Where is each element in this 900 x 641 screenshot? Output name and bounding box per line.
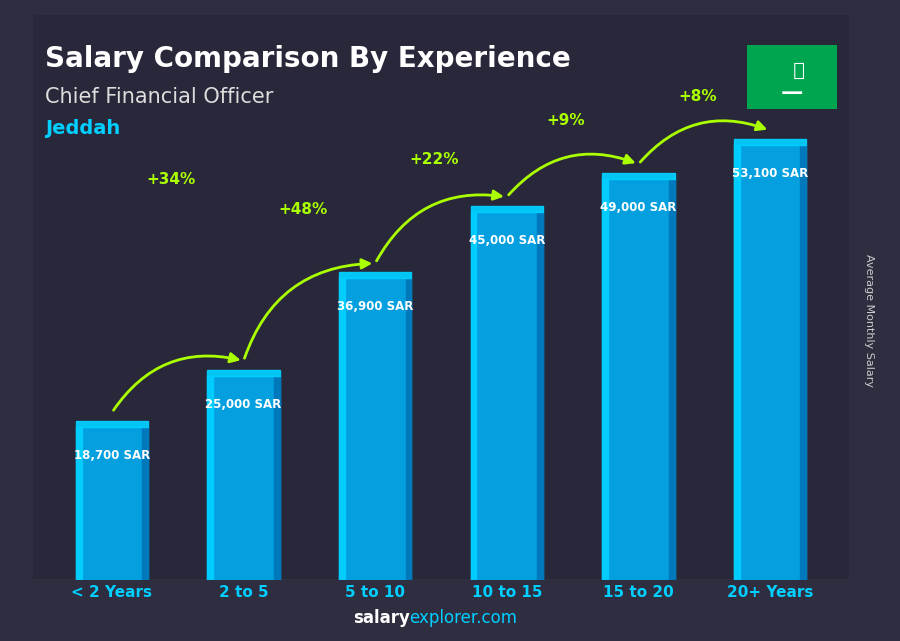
- Text: ⠀🌿: ⠀🌿: [779, 61, 805, 80]
- Bar: [76, 428, 148, 581]
- Text: 36,900 SAR: 36,900 SAR: [337, 300, 413, 313]
- Bar: [207, 376, 213, 581]
- Bar: [471, 212, 476, 581]
- Bar: [142, 428, 148, 581]
- Bar: [602, 179, 675, 581]
- Bar: [602, 179, 608, 581]
- Bar: [734, 146, 806, 581]
- Text: +9%: +9%: [546, 113, 585, 128]
- Bar: [406, 278, 411, 581]
- Text: 25,000 SAR: 25,000 SAR: [205, 397, 282, 411]
- Text: 49,000 SAR: 49,000 SAR: [600, 201, 677, 214]
- Bar: [734, 146, 740, 581]
- Bar: [602, 173, 675, 179]
- Bar: [207, 376, 280, 581]
- Text: +48%: +48%: [278, 202, 328, 217]
- Bar: [207, 370, 280, 376]
- Bar: [339, 278, 345, 581]
- Text: +8%: +8%: [679, 88, 717, 103]
- Bar: [76, 421, 148, 428]
- Bar: [734, 139, 806, 146]
- Text: salary: salary: [353, 609, 410, 627]
- Bar: [339, 278, 411, 581]
- Text: 53,100 SAR: 53,100 SAR: [732, 167, 808, 180]
- Text: Chief Financial Officer: Chief Financial Officer: [45, 87, 274, 106]
- Text: explorer.com: explorer.com: [410, 609, 518, 627]
- Text: Jeddah: Jeddah: [45, 119, 121, 138]
- Bar: [76, 428, 82, 581]
- Text: 18,700 SAR: 18,700 SAR: [74, 449, 150, 462]
- Text: 45,000 SAR: 45,000 SAR: [469, 234, 545, 247]
- Text: —: —: [781, 83, 803, 103]
- Text: +34%: +34%: [147, 172, 196, 187]
- Text: Average Monthly Salary: Average Monthly Salary: [863, 254, 874, 387]
- Text: +22%: +22%: [410, 153, 459, 167]
- Bar: [471, 206, 543, 212]
- Bar: [339, 272, 411, 278]
- Bar: [669, 179, 675, 581]
- Bar: [471, 212, 543, 581]
- Bar: [537, 212, 543, 581]
- Bar: [800, 146, 806, 581]
- Bar: [274, 376, 280, 581]
- Text: Salary Comparison By Experience: Salary Comparison By Experience: [45, 45, 571, 73]
